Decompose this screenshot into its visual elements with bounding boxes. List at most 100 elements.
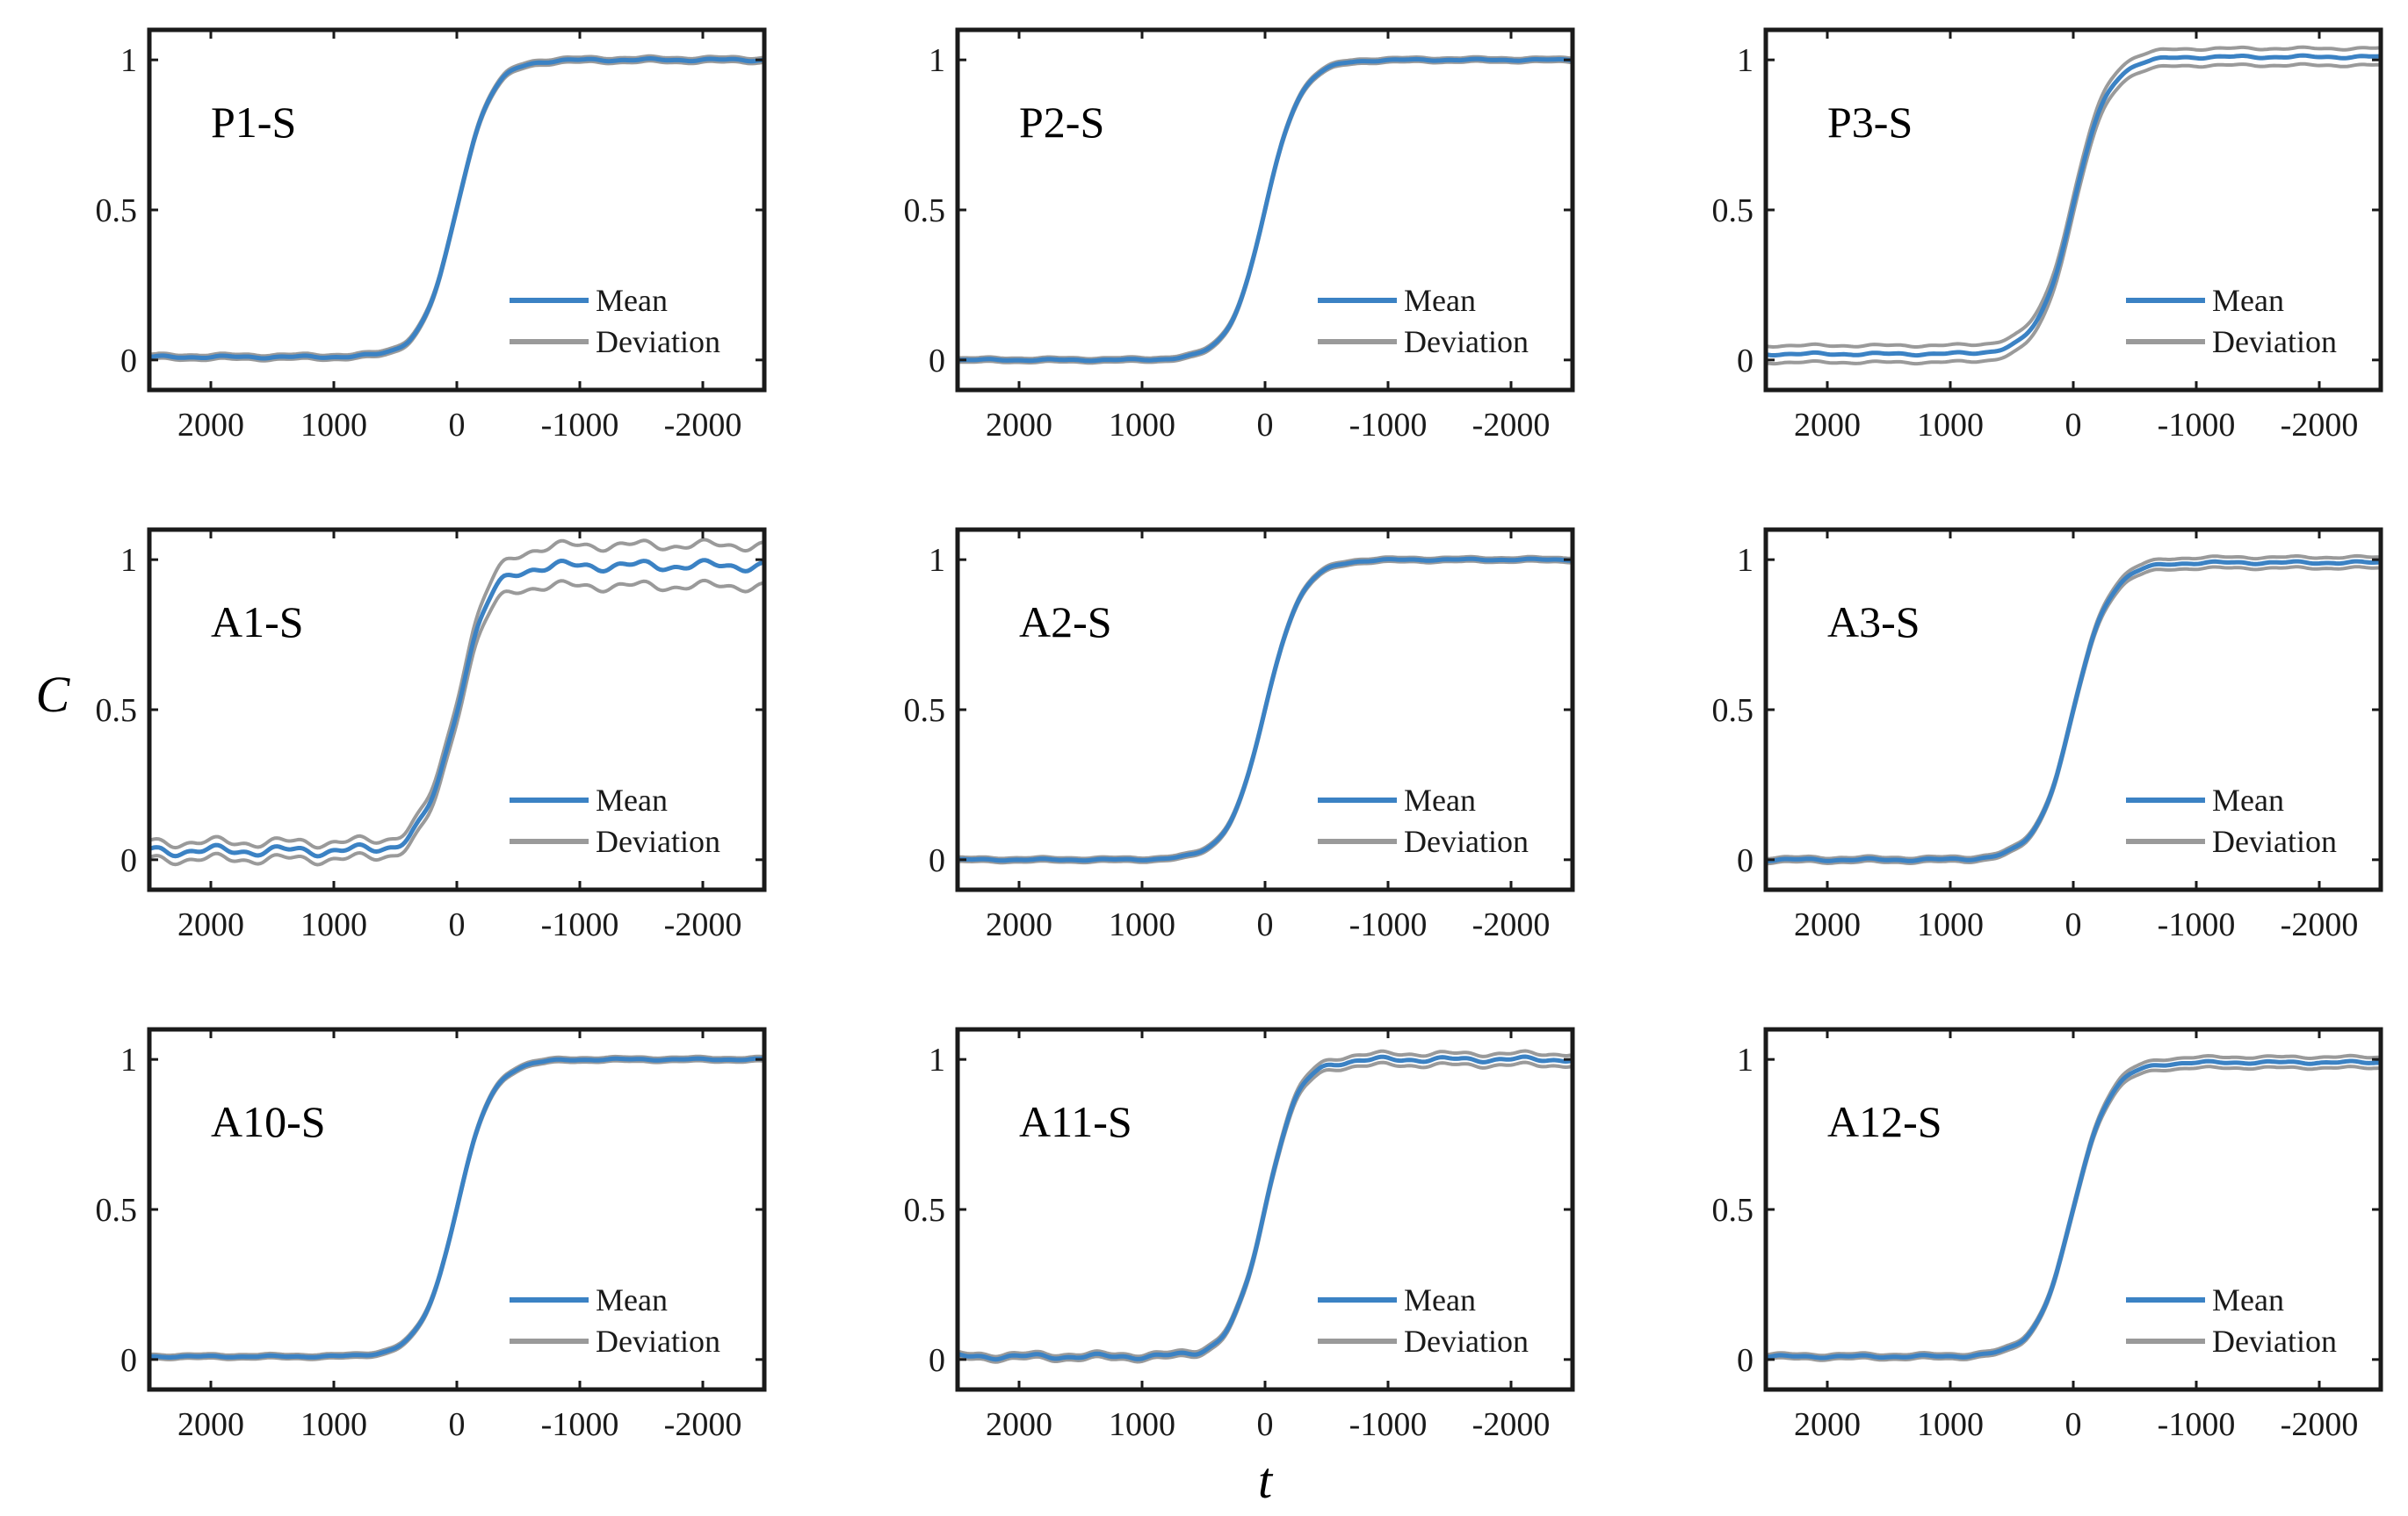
- legend-label: Deviation: [2212, 1324, 2337, 1359]
- mean-line: [149, 558, 764, 859]
- legend-label: Deviation: [596, 824, 720, 859]
- legend-label: Mean: [1404, 783, 1476, 818]
- x-tick-label: -1000: [2158, 1406, 2236, 1443]
- x-tick-label: 1000: [1917, 407, 1984, 444]
- legend-label: Deviation: [596, 324, 720, 359]
- x-tick-label: -1000: [2158, 906, 2236, 943]
- y-tick-label: 0: [1737, 1342, 1754, 1379]
- x-tick-label: 0: [2065, 1406, 2082, 1443]
- panel-label: A1-S: [211, 597, 304, 646]
- y-tick-label: 0: [929, 343, 945, 379]
- plot-area: [958, 54, 1573, 365]
- x-tick-label: 0: [449, 906, 466, 943]
- plot-area: [958, 554, 1573, 865]
- x-axis-title: t: [1258, 1452, 1274, 1509]
- x-tick-label: 0: [1257, 1406, 1274, 1443]
- y-tick-label: 1: [1737, 1042, 1754, 1079]
- mean-line: [1766, 53, 2381, 358]
- legend-label: Deviation: [2212, 824, 2337, 859]
- x-tick-label: -1000: [541, 1406, 619, 1443]
- x-tick-label: 2000: [1794, 1406, 1861, 1443]
- x-tick-label: -2000: [2281, 906, 2359, 943]
- y-tick-label: 0: [120, 842, 137, 879]
- subplot: 2000 1000 0 -1000 -2000 0 0.5 1 A2-S Mean Deviatio…: [904, 527, 1575, 943]
- x-tick-label: 1000: [1917, 1406, 1984, 1443]
- x-tick-label: -1000: [541, 407, 619, 444]
- x-tick-label: 0: [2065, 906, 2082, 943]
- x-tick-label: -1000: [1349, 407, 1428, 444]
- y-tick-label: 1: [929, 542, 945, 579]
- y-tick-label: 0: [1737, 343, 1754, 379]
- x-tick-label: 0: [1257, 407, 1274, 444]
- y-tick-label: 1: [120, 1042, 137, 1079]
- x-tick-label: -2000: [2281, 407, 2359, 444]
- y-tick-label: 1: [120, 542, 137, 579]
- y-tick-label: 0.5: [1712, 692, 1754, 729]
- x-tick-label: 1000: [300, 1406, 367, 1443]
- legend-label: Mean: [596, 283, 668, 318]
- x-tick-label: 2000: [986, 1406, 1052, 1443]
- x-tick-label: -1000: [541, 906, 619, 943]
- plot-area: [149, 1054, 764, 1361]
- subplot: 2000 1000 0 -1000 -2000 0 0.5 1 P2-S Mean Deviatio…: [904, 27, 1575, 444]
- y-tick-label: 0: [929, 1342, 945, 1379]
- plot-area: [1766, 1053, 2381, 1362]
- y-tick-label: 0: [120, 343, 137, 379]
- x-tick-label: 1000: [1109, 906, 1175, 943]
- subplot-grid: 2000 1000 0 -1000 -200000.51P1-SMeanDeviatio…: [96, 27, 2383, 1443]
- deviation-lower-line: [149, 578, 764, 867]
- mean-line: [958, 556, 1573, 863]
- x-tick-label: -2000: [664, 1406, 742, 1443]
- mean-line: [958, 1054, 1573, 1362]
- x-tick-label: 1000: [1109, 1406, 1175, 1443]
- y-tick-label: 0: [1737, 842, 1754, 879]
- y-tick-label: 0.5: [96, 1192, 138, 1229]
- x-tick-label: 2000: [177, 1406, 244, 1443]
- plot-area: [149, 54, 764, 363]
- x-tick-label: 2000: [177, 407, 244, 444]
- y-tick-label: 1: [1737, 42, 1754, 79]
- panel-label: P3-S: [1827, 97, 1913, 147]
- x-tick-label: 0: [1257, 906, 1274, 943]
- subplot: 2000 1000 0 -1000 -2000 0 0.5 1 P3-S Mean Deviatio…: [1712, 27, 2383, 444]
- mean-line: [1766, 1058, 2381, 1361]
- y-tick-label: 1: [120, 42, 137, 79]
- legend-label: Mean: [1404, 1282, 1476, 1317]
- subplot: 2000 1000 0 -1000 -2000 0 0.5 1 A3-S Mean Deviatio…: [1712, 527, 2383, 943]
- panel-label: P1-S: [211, 97, 296, 147]
- y-tick-label: 0: [120, 1342, 137, 1379]
- mean-line: [149, 1056, 764, 1360]
- legend-label: Mean: [2212, 1282, 2284, 1317]
- subplot: 2000 1000 0 -1000 -2000 0 0.5 1 A12-S Mean Deviati…: [1712, 1027, 2383, 1443]
- y-tick-label: 0.5: [904, 692, 946, 729]
- legend-label: Deviation: [596, 1324, 720, 1359]
- legend-label: Mean: [1404, 283, 1476, 318]
- x-tick-label: 2000: [1794, 407, 1861, 444]
- x-tick-label: 1000: [300, 906, 367, 943]
- subplot: 2000 1000 0 -1000 -2000 0 0.5 1 P1-S Mean Deviatio…: [96, 27, 767, 444]
- plot-area: [149, 538, 764, 867]
- panel-label: A10-S: [211, 1097, 326, 1146]
- legend-label: Mean: [2212, 283, 2284, 318]
- plot-area: [958, 1049, 1573, 1364]
- y-tick-label: 1: [929, 1042, 945, 1079]
- x-tick-label: 0: [449, 407, 466, 444]
- subplot: 2000 1000 0 -1000 -2000 0 0.5 1 A11-S Mean Deviati…: [904, 1027, 1575, 1443]
- y-tick-label: 0.5: [1712, 192, 1754, 229]
- mean-line: [149, 55, 764, 361]
- x-tick-label: 0: [2065, 407, 2082, 444]
- legend-label: Deviation: [2212, 324, 2337, 359]
- y-tick-label: 0.5: [1712, 1192, 1754, 1229]
- legend-label: Mean: [596, 1282, 668, 1317]
- x-tick-label: 1000: [1109, 407, 1175, 444]
- deviation-upper-line: [149, 538, 764, 850]
- x-tick-label: 2000: [177, 906, 244, 943]
- panel-label: A12-S: [1827, 1097, 1942, 1146]
- legend-label: Deviation: [1404, 1324, 1529, 1359]
- x-tick-label: -2000: [1472, 407, 1551, 444]
- legend-label: Deviation: [1404, 324, 1529, 359]
- x-tick-label: -2000: [2281, 1406, 2359, 1443]
- x-tick-label: 2000: [986, 407, 1052, 444]
- mean-line: [958, 56, 1573, 364]
